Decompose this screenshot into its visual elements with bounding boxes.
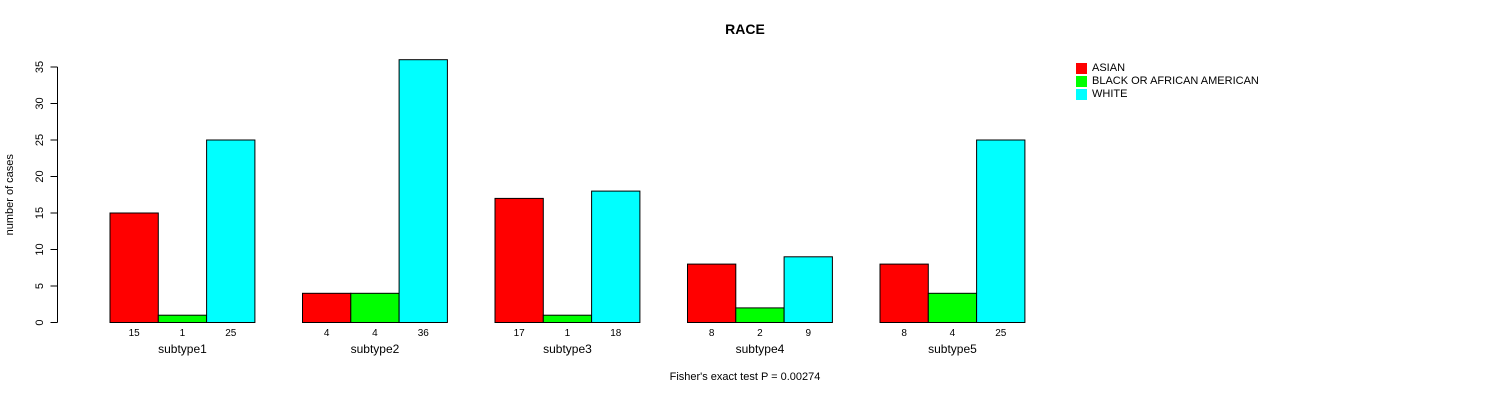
bar-value-label: 1 bbox=[565, 328, 571, 339]
legend-swatch bbox=[1076, 63, 1087, 74]
category-label: subtype2 bbox=[351, 342, 400, 356]
bar-value-label: 15 bbox=[129, 328, 141, 339]
y-tick-label: 20 bbox=[34, 170, 46, 182]
category-label: subtype5 bbox=[928, 342, 977, 356]
bar bbox=[927, 292, 978, 323]
bar bbox=[494, 197, 544, 323]
bar bbox=[591, 190, 641, 323]
legend-item: BLACK OR AFRICAN AMERICAN bbox=[1076, 76, 1259, 87]
bar-value-label: 25 bbox=[225, 328, 237, 339]
category-label: subtype3 bbox=[543, 342, 592, 356]
bar bbox=[109, 212, 159, 323]
bar-value-label: 8 bbox=[901, 328, 907, 339]
bar bbox=[976, 139, 1026, 323]
legend-item: WHITE bbox=[1076, 89, 1259, 100]
bar bbox=[350, 292, 400, 323]
bar bbox=[783, 256, 833, 323]
chart-title: RACE bbox=[725, 21, 765, 37]
bar-value-label: 8 bbox=[709, 328, 715, 339]
y-tick-label: 10 bbox=[34, 243, 46, 255]
bar-value-label: 36 bbox=[418, 328, 430, 339]
bar-value-label: 2 bbox=[757, 328, 763, 339]
y-axis-title: number of cases bbox=[4, 154, 16, 236]
bar-value-label: 18 bbox=[610, 328, 622, 339]
y-tick-label: 5 bbox=[34, 283, 46, 289]
bar-value-label: 4 bbox=[372, 328, 378, 339]
bar-value-label: 4 bbox=[950, 328, 956, 339]
bar bbox=[879, 263, 929, 324]
bar-value-label: 1 bbox=[180, 328, 186, 339]
y-tick-label: 30 bbox=[34, 97, 46, 109]
legend-swatch bbox=[1076, 89, 1087, 100]
bar bbox=[542, 314, 593, 324]
bar bbox=[157, 314, 208, 324]
legend: ASIAN BLACK OR AFRICAN AMERICAN WHITE bbox=[1076, 63, 1259, 102]
bar-value-label: 9 bbox=[805, 328, 811, 339]
bar bbox=[735, 307, 785, 323]
bar-value-label: 17 bbox=[514, 328, 526, 339]
bar bbox=[206, 139, 256, 323]
bar bbox=[687, 263, 737, 324]
y-tick-label: 15 bbox=[34, 207, 46, 219]
y-tick-label: 35 bbox=[34, 61, 46, 73]
bar-value-label: 4 bbox=[324, 328, 330, 339]
legend-label: ASIAN bbox=[1092, 62, 1126, 74]
legend-label: BLACK OR AFRICAN AMERICAN bbox=[1092, 75, 1259, 87]
legend-item: ASIAN bbox=[1076, 63, 1259, 74]
legend-label: WHITE bbox=[1092, 88, 1128, 100]
bar bbox=[302, 292, 352, 323]
category-label: subtype4 bbox=[736, 342, 785, 356]
legend-swatch bbox=[1076, 76, 1087, 87]
caption: Fisher's exact test P = 0.00274 bbox=[669, 371, 821, 383]
y-tick-label: 25 bbox=[34, 134, 46, 146]
bar-value-label: 25 bbox=[995, 328, 1007, 339]
category-label: subtype1 bbox=[158, 342, 207, 356]
bar bbox=[398, 59, 448, 323]
y-tick-label: 0 bbox=[34, 319, 46, 325]
